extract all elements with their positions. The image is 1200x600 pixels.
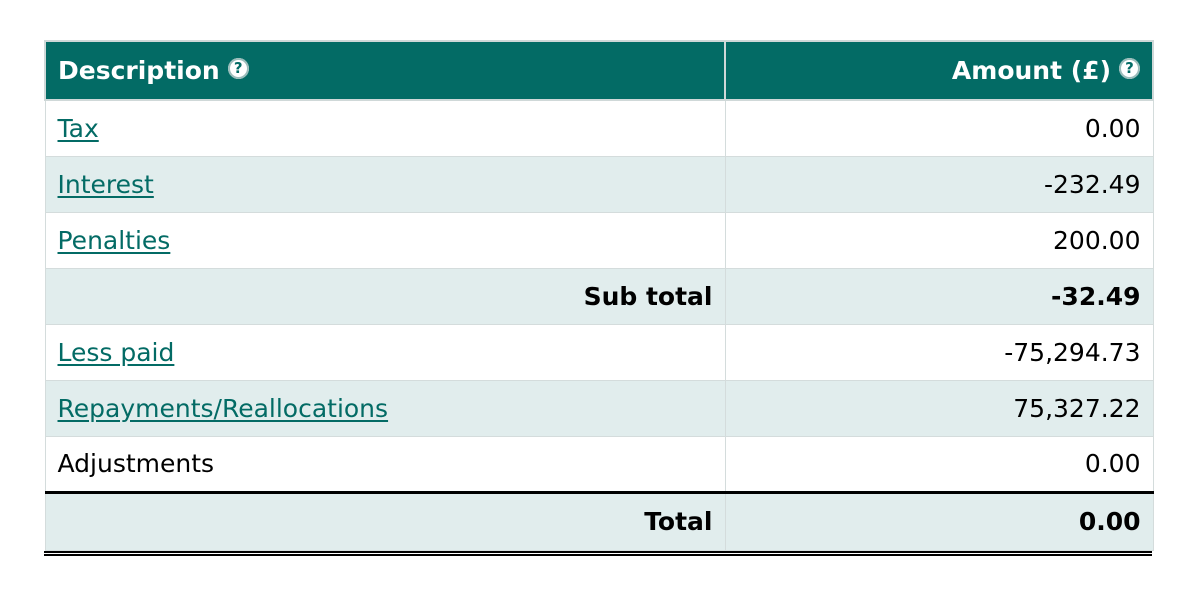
- interest-link[interactable]: Interest: [57, 169, 154, 199]
- row-amount: 0.00: [724, 435, 1154, 493]
- subtotal-label: Sub total: [44, 267, 726, 325]
- header-amount: Amount (£)?: [724, 40, 1154, 101]
- header-description: Description?: [44, 40, 726, 101]
- total-label: Total: [44, 490, 726, 551]
- row-amount: -75,294.73: [724, 323, 1154, 381]
- table-row-total: Total 0.00: [44, 490, 1154, 551]
- row-description: Less paid: [44, 323, 726, 381]
- total-amount: 0.00: [724, 490, 1154, 551]
- table-row-repayments: Repayments/Reallocations 75,327.22: [44, 379, 1154, 437]
- row-description: Penalties: [44, 211, 726, 269]
- summary-table-container: Description? Amount (£)? Tax 0.00 Intere…: [44, 40, 1154, 556]
- row-description: Repayments/Reallocations: [44, 379, 726, 437]
- table-row-less-paid: Less paid -75,294.73: [44, 323, 1154, 381]
- header-description-label: Description: [58, 56, 220, 85]
- less-paid-link[interactable]: Less paid: [57, 337, 175, 367]
- table-row-penalties: Penalties 200.00: [44, 211, 1154, 269]
- row-amount: 0.00: [724, 99, 1154, 157]
- header-amount-label: Amount (£): [951, 56, 1111, 85]
- summary-table: Description? Amount (£)? Tax 0.00 Intere…: [44, 40, 1154, 551]
- row-description: Tax: [44, 99, 726, 157]
- row-amount: 75,327.22: [724, 379, 1154, 437]
- header-row: Description? Amount (£)?: [44, 40, 1154, 101]
- help-icon[interactable]: ?: [227, 58, 249, 79]
- row-amount: -232.49: [724, 155, 1154, 213]
- adjustments-label: Adjustments: [44, 435, 726, 493]
- table-row-adjustments: Adjustments 0.00: [44, 435, 1154, 493]
- table-row-tax: Tax 0.00: [44, 99, 1154, 157]
- penalties-link[interactable]: Penalties: [57, 225, 171, 255]
- table-row-interest: Interest -232.49: [44, 155, 1154, 213]
- table-row-subtotal: Sub total -32.49: [44, 267, 1154, 325]
- row-amount: 200.00: [724, 211, 1154, 269]
- tax-link[interactable]: Tax: [57, 113, 99, 143]
- row-description: Interest: [44, 155, 726, 213]
- repayments-reallocations-link[interactable]: Repayments/Reallocations: [57, 393, 389, 423]
- total-double-underline: [44, 550, 1152, 556]
- help-icon[interactable]: ?: [1119, 58, 1140, 79]
- subtotal-amount: -32.49: [724, 267, 1154, 325]
